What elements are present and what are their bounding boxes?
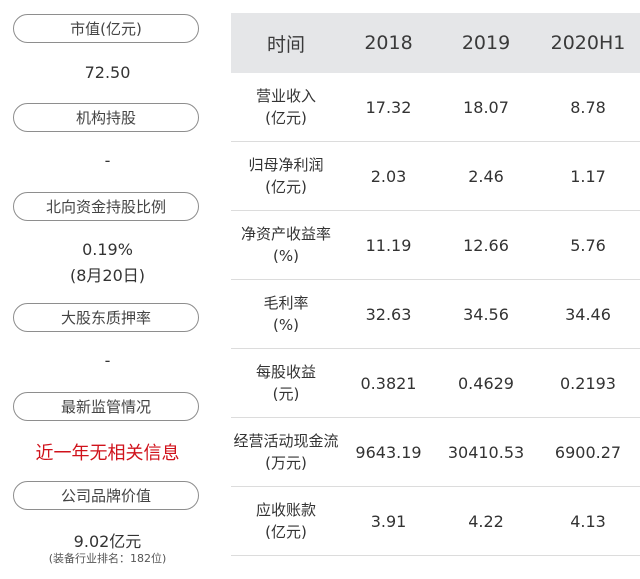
value-cell: 1.17 <box>570 166 606 186</box>
market-cap-value: 72.50 <box>84 63 131 82</box>
metric-cell: 经营活动现金流 (万元) <box>231 430 341 474</box>
metric-name: 净资产收益率 <box>240 225 331 243</box>
metric-unit: (%) <box>273 316 299 334</box>
table-row: 归母净利润 (亿元) 2.03 2.46 1.17 <box>231 142 640 211</box>
brand-value: 9.02亿元 <box>73 532 142 551</box>
metric-cell: 净资产收益率 (%) <box>231 223 341 267</box>
northbound-holding-value: 0.19% <box>82 240 133 259</box>
value-cell: 6900.27 <box>554 442 622 462</box>
table-row: 应收账款 (亿元) 3.91 4.22 4.13 <box>231 487 640 556</box>
metric-unit: (亿元) <box>265 523 307 541</box>
table-row: 营业收入 (亿元) 17.32 18.07 8.78 <box>231 73 640 142</box>
value-cell: 5.76 <box>570 235 606 255</box>
metric-unit: (元) <box>272 385 300 403</box>
table-row: 经营活动现金流 (万元) 9643.19 30410.53 6900.27 <box>231 418 640 487</box>
value-cell: 34.56 <box>463 304 509 324</box>
regulation-label: 最新监管情况 <box>13 392 199 421</box>
metric-name: 经营活动现金流 <box>233 432 339 450</box>
value-cell: 12.66 <box>463 235 509 255</box>
metric-unit: (万元) <box>265 454 307 472</box>
metric-name: 毛利率 <box>263 294 309 312</box>
metric-cell: 应收账款 (亿元) <box>231 499 341 543</box>
header-2019: 2019 <box>461 32 511 54</box>
header-time: 时间 <box>266 33 305 56</box>
value-cell: 34.46 <box>565 304 611 324</box>
value-cell: 32.63 <box>365 304 412 324</box>
metric-name: 归母净利润 <box>248 156 324 174</box>
value-cell: 18.07 <box>463 97 509 117</box>
header-2020h1: 2020H1 <box>550 32 626 54</box>
metric-unit: (亿元) <box>265 109 307 127</box>
brand-value-label: 公司品牌价值 <box>13 481 199 510</box>
metric-unit: (%) <box>273 247 299 265</box>
regulation-value: 近一年无相关信息 <box>35 443 180 464</box>
summary-panel: 市值(亿元) 72.50 机构持股 - 北向资金持股比例 0.19% (8月20… <box>0 0 215 579</box>
metric-cell: 归母净利润 (亿元) <box>231 154 341 198</box>
value-cell: 8.78 <box>570 97 606 117</box>
financial-table: 时间 2018 2019 2020H1 营业收入 (亿元) 17.32 18.0… <box>231 13 640 556</box>
value-cell: 2.03 <box>370 166 407 186</box>
value-cell: 30410.53 <box>447 442 525 462</box>
table-header: 时间 2018 2019 2020H1 <box>231 13 640 73</box>
value-cell: 17.32 <box>365 97 412 117</box>
table-row: 净资产收益率 (%) 11.19 12.66 5.76 <box>231 211 640 280</box>
value-cell: 0.2193 <box>560 373 616 393</box>
pledge-ratio-value: - <box>104 351 111 370</box>
pledge-ratio-label: 大股东质押率 <box>13 303 199 332</box>
value-cell: 0.4629 <box>458 373 514 393</box>
value-cell: 2.46 <box>468 166 504 186</box>
metric-name: 应收账款 <box>255 501 316 519</box>
metric-name: 营业收入 <box>255 87 316 105</box>
institution-holding-label: 机构持股 <box>13 103 199 132</box>
metric-unit: (亿元) <box>265 178 307 196</box>
value-cell: 4.22 <box>468 511 504 531</box>
value-cell: 3.91 <box>370 511 407 531</box>
brand-rank: (装备行业排名：182位) <box>48 552 167 565</box>
table-row: 每股收益 (元) 0.3821 0.4629 0.2193 <box>231 349 640 418</box>
value-cell: 4.13 <box>570 511 606 531</box>
header-2018: 2018 <box>364 32 413 54</box>
market-cap-label: 市值(亿元) <box>13 14 199 43</box>
northbound-holding-date: (8月20日) <box>69 266 146 285</box>
northbound-holding-label: 北向资金持股比例 <box>13 192 199 221</box>
metric-name: 每股收益 <box>255 363 316 381</box>
value-cell: 9643.19 <box>355 442 422 462</box>
metric-cell: 每股收益 (元) <box>231 361 341 405</box>
table-row: 毛利率 (%) 32.63 34.56 34.46 <box>231 280 640 349</box>
metric-cell: 营业收入 (亿元) <box>231 85 341 129</box>
metric-cell: 毛利率 (%) <box>231 292 341 336</box>
value-cell: 0.3821 <box>360 373 417 393</box>
institution-holding-value: - <box>104 151 111 170</box>
value-cell: 11.19 <box>365 235 412 255</box>
